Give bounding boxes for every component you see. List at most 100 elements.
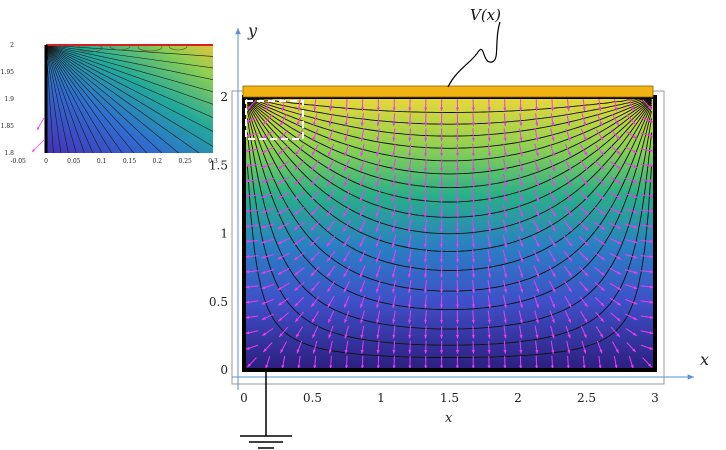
field-arrow [487,234,492,248]
field-arrow [564,295,572,308]
field-arrow [328,340,333,354]
field-arrow [407,264,412,278]
field-arrow [297,98,301,112]
field-arrow [328,325,334,339]
field-arrow [548,250,556,263]
field-arrow [261,146,274,154]
inset-edge-contour [137,45,163,52]
inset-plot: -0.05 0 0.05 0.1 0.15 0.2 0.25 0.3 2 1.95 1.9 1.85… [1,42,218,165]
field-arrow [359,219,366,233]
field-arrow [487,143,491,157]
field-arrow [487,340,491,354]
field-arrow [579,296,589,308]
x-tick-label: 3 [651,391,659,405]
field-arrow [471,128,475,142]
field-arrow [262,114,273,125]
field-arrow [624,177,638,183]
field-arrow [359,250,366,263]
field-arrow [277,297,290,306]
equipotential-lines [246,97,653,359]
field-arrow [311,144,319,156]
field-arrow [261,238,275,244]
field-arrow [376,143,381,157]
field-arrow [407,249,412,263]
field-arrow [624,284,638,290]
field-arrow [609,237,622,245]
field-arrow [503,325,507,339]
inset-y-tick-labels: 2 1.95 1.9 1.85 1.8 [1,42,15,157]
equipotential-line [246,107,653,292]
field-arrow [278,129,289,141]
field-arrow [625,313,638,321]
field-arrow [625,130,637,139]
field-arrow [580,128,587,142]
field-arrow [534,128,539,142]
inset-field-arrows [31,117,45,153]
field-arrow [563,190,573,202]
field-arrow [613,98,618,112]
field-arrow [423,219,428,233]
inset-equipotential-line [46,45,103,153]
field-arrow [502,264,508,278]
field-arrow [281,355,286,369]
field-arrow [533,295,539,309]
field-arrow [328,113,333,127]
x-tick-label: 0 [240,391,248,405]
field-arrow [392,310,396,324]
field-arrow [549,295,556,308]
field-arrow [342,235,351,247]
field-arrow [326,280,335,293]
field-arrow [642,357,652,368]
field-arrow [342,220,351,232]
field-arrow [359,280,366,293]
field-arrow [294,296,305,307]
field-arrow [610,326,621,338]
field-arrow [408,98,412,112]
field-arrow [407,204,412,218]
field-arrow [549,310,555,324]
field-arrow [423,264,428,278]
field-arrow [624,269,638,274]
field-arrow [564,143,572,157]
field-arrow [471,173,476,187]
field-arrow [293,267,305,276]
field-arrow [548,204,556,217]
field-arrow [376,113,380,127]
field-arrow [503,143,507,157]
field-arrow [487,264,492,278]
inset-equipotential-line [46,45,113,153]
field-arrow [329,98,333,112]
field-arrow [245,330,259,335]
field-arrow [533,174,540,187]
field-arrow [344,340,349,354]
field-arrow [549,159,556,172]
field-arrow [578,236,589,246]
field-arrow [579,159,589,171]
equipotential-line [246,118,653,330]
field-arrow [310,221,321,231]
field-arrow [611,113,620,126]
field-arrow [595,129,604,141]
field-arrow [407,219,412,233]
field-arrow [594,281,605,292]
field-arrow [471,310,475,324]
field-arrow [640,239,654,243]
field-arrow [360,295,366,309]
inset-edge-contour [77,45,103,53]
field-arrow [376,295,381,309]
field-arrow [391,204,397,218]
field-arrow [423,158,428,172]
inset-equipotential-line [46,45,213,80]
field-arrow [535,113,539,127]
inset-equipotential-line [46,45,213,132]
inset-equipotential-line [46,45,148,153]
field-arrow [549,143,555,157]
field-arrow [550,355,555,369]
field-arrow [391,249,397,263]
field-arrow [423,189,428,203]
field-arrow [564,159,572,172]
field-arrow [566,340,571,354]
field-arrow [359,189,366,202]
field-arrow [294,144,304,156]
field-arrow [471,249,476,263]
